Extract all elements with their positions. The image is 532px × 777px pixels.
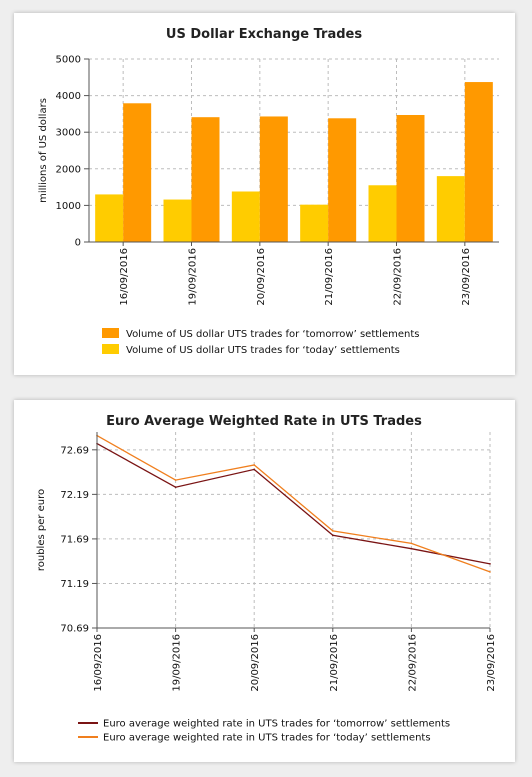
data-point [489,571,491,573]
bar-tomorrow [328,118,357,242]
data-point [253,468,255,471]
legend-label: Volume of US dollar UTS trades for ‘tomo… [126,329,419,340]
bar-today [368,185,397,242]
chart-title: Euro Average Weighted Rate in UTS Trades [106,414,422,429]
x-tick-label: 16/09/2016 [93,634,104,692]
bar-tomorrow [396,114,425,242]
data-point [253,464,255,466]
legend-label: Euro average weighted rate in UTS trades… [103,719,450,730]
data-point [410,547,413,550]
x-tick-label: 21/09/2016 [329,634,340,692]
y-tick-label: 72.69 [60,445,89,456]
y-tick-label: 1000 [56,201,81,212]
bar-tomorrow [123,103,152,242]
x-tick-label: 20/09/2016 [250,634,261,692]
y-tick-label: 2000 [56,164,81,175]
usd-trades-chart: US Dollar Exchange Trades 0 1000 2000 3000 40… [38,27,499,356]
series-line-tomorrow [96,443,491,565]
x-tick-label: 19/09/2016 [188,248,199,306]
legend-swatch [102,344,119,354]
y-tick-label: 4000 [56,91,81,102]
data-point [410,542,413,545]
data-point [332,530,334,532]
y-tick-label: 5000 [56,55,81,66]
euro-rate-chart-panel: Euro Average Weighted Rate in UTS Trades… [14,400,515,762]
euro-rate-chart: Euro Average Weighted Rate in UTS Trades… [36,414,497,744]
data-point [174,479,177,481]
x-tick-label: 19/09/2016 [172,634,183,692]
data-point [489,563,491,565]
bar-tomorrow [259,116,288,242]
series-line-today [96,435,491,573]
y-axis-label: roubles per euro [36,489,47,571]
x-tick-label: 23/09/2016 [461,248,472,306]
y-axis-label: millions of US dollars [38,98,49,203]
bar-today [231,191,260,242]
x-tick-label: 20/09/2016 [256,248,267,306]
y-tick-label: 71.69 [60,534,89,545]
x-tick-label: 21/09/2016 [324,248,335,306]
bar-today [300,204,329,242]
bar-tomorrow [464,82,493,242]
data-point [174,486,177,489]
chart-title: US Dollar Exchange Trades [166,27,362,42]
bar-today [436,176,465,242]
x-tick-label: 23/09/2016 [486,634,497,692]
x-tick-label: 16/09/2016 [119,248,130,306]
legend-swatch [102,328,119,338]
y-tick-label: 72.19 [60,490,89,501]
usd-trades-chart-panel: US Dollar Exchange Trades 0 1000 2000 3000 40… [14,13,515,375]
legend-label: Volume of US dollar UTS trades for ‘toda… [126,345,400,356]
data-point [332,534,334,537]
y-tick-label: 70.69 [60,624,89,635]
y-tick-label: 71.19 [60,579,89,590]
bar-tomorrow [191,117,220,242]
y-tick-label: 0 [75,238,81,249]
x-tick-label: 22/09/2016 [393,248,404,306]
legend-label: Euro average weighted rate in UTS trades… [103,733,431,744]
bar-today [95,194,124,242]
y-tick-label: 3000 [56,128,81,139]
x-tick-label: 22/09/2016 [407,634,418,692]
bar-today [163,199,192,242]
